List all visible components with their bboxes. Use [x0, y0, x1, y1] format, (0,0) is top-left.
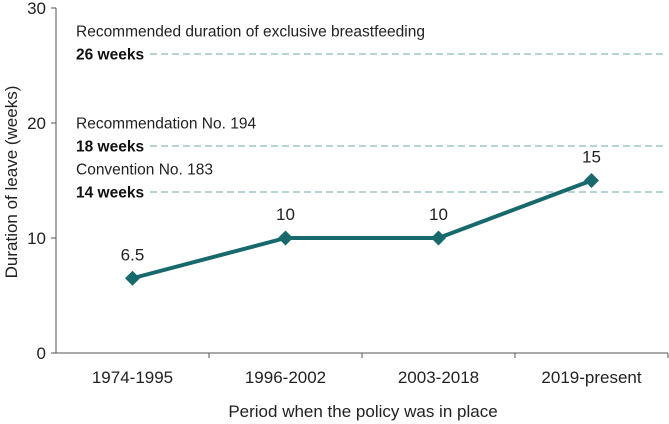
data-series: 6.5 10 10 15	[121, 148, 601, 286]
series-line	[131, 178, 593, 281]
y-tick-label: 0	[37, 344, 46, 363]
reference-value-label: 14 weeks	[76, 185, 144, 202]
y-axis: 0 10 20 30	[27, 0, 57, 363]
x-tick-label: 2003-2018	[398, 368, 479, 387]
data-point-label: 6.5	[121, 245, 145, 264]
x-axis: 1974-1995 1996-2002 2003-2018 2019-present	[56, 352, 669, 387]
reference-lines: 26 weeks Recommended duration of exclusiv…	[76, 24, 664, 202]
x-axis-title: Period when the policy was in place	[228, 402, 497, 421]
x-tick-label: 1996-2002	[245, 368, 326, 387]
y-tick-label: 20	[27, 114, 46, 133]
reference-value-label: 26 weeks	[76, 47, 144, 64]
data-point-marker	[125, 270, 140, 286]
y-tick-label: 30	[27, 0, 46, 18]
x-tick-label: 1974-1995	[92, 368, 173, 387]
data-point-label: 10	[276, 205, 295, 224]
reference-label: Recommendation No. 194	[76, 116, 256, 133]
data-point-label: 15	[582, 148, 601, 167]
y-axis-title: Duration of leave (weeks)	[2, 86, 21, 279]
reference-value-label: 18 weeks	[76, 139, 144, 156]
data-point-marker	[431, 230, 446, 246]
data-point-marker	[584, 173, 599, 188]
reference-label: Convention No. 183	[76, 162, 213, 179]
reference-label: Recommended duration of exclusive breast…	[76, 24, 425, 41]
data-point-marker	[278, 230, 293, 246]
y-tick-label: 10	[27, 229, 46, 248]
data-point-label: 10	[429, 205, 448, 224]
x-tick-label: 2019-present	[541, 368, 641, 387]
